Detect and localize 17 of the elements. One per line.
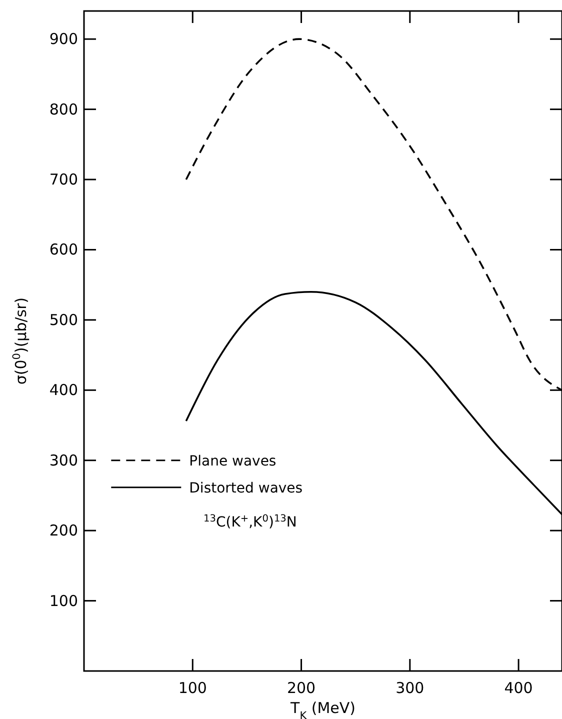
y-tick-label: 800 [49, 100, 78, 118]
y-tick-label: 300 [49, 451, 78, 470]
y-tick-label: 100 [49, 592, 78, 610]
y-tick-label: 500 [49, 310, 78, 329]
x-tick-label: 200 [286, 679, 316, 697]
y-tick-label: 700 [49, 170, 78, 189]
y-tick-label: 200 [49, 522, 78, 540]
legend-label: Plane waves [189, 453, 276, 470]
y-tick-label: 900 [49, 30, 78, 48]
annotation: $^{13}$C(K$^{+}$,K$^{0}$)$^{13}$N [204, 512, 297, 530]
y-tick-label: 600 [49, 240, 78, 259]
y-tick-label: 400 [49, 381, 78, 400]
legend-label: Distorted waves [189, 480, 303, 496]
x-tick-label: 400 [504, 679, 533, 697]
x-tick-label: 300 [396, 679, 424, 697]
x-tick-label: 100 [178, 679, 207, 697]
x-axis-title: T$_{K}$ (MeV) [290, 699, 356, 719]
